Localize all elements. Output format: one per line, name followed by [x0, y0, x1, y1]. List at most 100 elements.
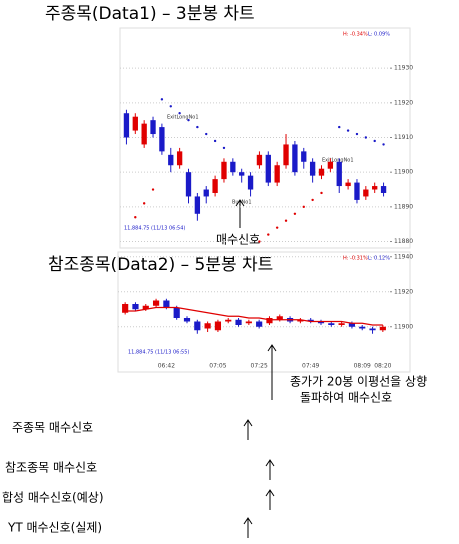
candle-body [327, 161, 334, 169]
candle-body [256, 321, 263, 327]
candle-body [345, 182, 351, 187]
arrow [267, 344, 277, 400]
candle-body [338, 323, 345, 325]
heading: 주종목(Data1) – 3분봉 차트 [45, 4, 255, 24]
x-tick-label: 06:42 [158, 363, 175, 370]
x-tick-label: 07:25 [251, 363, 268, 370]
candle-body [132, 304, 139, 310]
sar-dot [382, 143, 385, 146]
y-tick-label: 11880 [394, 238, 413, 245]
note: 돌파하여 매수신호 [300, 391, 392, 405]
y-tick-label: 11920 [394, 288, 413, 295]
candle-body [363, 189, 369, 197]
sar-dot [320, 191, 323, 195]
sar-dot [151, 188, 155, 191]
sar-dot [178, 112, 181, 115]
x-tick-label: 07:05 [209, 363, 226, 370]
y-tick-label: 11920 [394, 99, 413, 106]
signal-label: ExitLongNo1 [322, 158, 354, 164]
candle-body [203, 189, 209, 197]
y-tick-label: 11940 [394, 253, 413, 260]
sar-dot [275, 226, 279, 229]
candle-body [194, 321, 201, 331]
candle-body [150, 120, 156, 135]
sar-dot [205, 132, 208, 136]
candle-body [212, 179, 218, 193]
candle-body [230, 161, 236, 173]
hl-label: L: 0.09% [368, 32, 390, 38]
sar-dot [142, 202, 146, 205]
candle-body [301, 151, 307, 162]
hl-label: H: -0.34% [343, 32, 368, 38]
sar-dot [196, 125, 199, 129]
candle-body [307, 319, 314, 322]
signal-item: YT 매수신호(실제) [7, 521, 102, 535]
price-label: 11,884.75 (11/13 06:54) [124, 226, 185, 232]
sar-dot [373, 139, 376, 143]
sar-dot [284, 219, 288, 222]
candle-body [245, 321, 252, 324]
candle-body [163, 300, 170, 308]
candle-body [274, 165, 280, 183]
candle-body [297, 319, 304, 322]
candle-body [380, 186, 387, 193]
candle-body [183, 318, 191, 322]
signal-item: 합성 매수신호(예상) [2, 491, 104, 505]
sar-dot [134, 216, 137, 219]
candle-body [132, 116, 138, 131]
annotation: 매수신호 [216, 233, 260, 247]
candle-body [354, 182, 360, 200]
y-tick-label: 11890 [394, 203, 413, 210]
signal-item: 참조종목 매수신호 [5, 461, 97, 475]
sar-dot [213, 139, 217, 143]
candle-body [276, 316, 283, 320]
candle-body [239, 172, 245, 176]
candle-body [168, 154, 174, 166]
sar-dot [302, 205, 305, 209]
candle-body [122, 304, 129, 313]
sar-dot [187, 118, 190, 122]
candle-body [256, 154, 263, 166]
candle-body [185, 172, 192, 197]
candle-body [214, 321, 222, 331]
arrow [243, 517, 253, 538]
candle-body [372, 186, 378, 190]
candle-body [328, 323, 335, 325]
sar-dot [267, 233, 270, 236]
candle-body [348, 323, 356, 327]
x-tick-label: 07:49 [302, 363, 319, 370]
candle-body [266, 318, 273, 324]
hl-label: H: -0.31% [343, 256, 368, 262]
signal-item: 주종목 매수신호 [12, 421, 93, 435]
candle-body [247, 175, 254, 190]
candle-body [235, 319, 242, 325]
chart-frame [117, 251, 411, 373]
moving-average [125, 306, 383, 326]
candle-body [318, 168, 325, 176]
arrow [235, 199, 245, 228]
sar-dot [355, 132, 359, 136]
candle-body [379, 326, 386, 331]
y-tick-label: 11930 [394, 65, 413, 72]
signal-label: ExitLongNo1 [167, 115, 199, 121]
candle-body [225, 319, 232, 322]
arrow [243, 419, 253, 440]
sar-dot [364, 136, 368, 139]
heading: 참조종목(Data2) – 5분봉 차트 [48, 255, 273, 275]
candle-body [336, 161, 342, 187]
price-label: 11,884.75 (11/13 06:55) [128, 350, 189, 356]
sar-dot [293, 212, 297, 215]
candle-body [283, 144, 289, 166]
sar-dot [258, 240, 261, 243]
candle-body [317, 321, 325, 324]
arrow [265, 459, 275, 480]
candle-body [152, 300, 160, 306]
x-tick-label: 08:09 [354, 363, 371, 370]
sar-dot [311, 198, 314, 202]
y-tick-label: 11900 [394, 169, 413, 176]
candle-body [141, 123, 147, 145]
note: 종가가 20봉 이평선을 상향 [290, 375, 427, 389]
candle-body [204, 323, 211, 329]
